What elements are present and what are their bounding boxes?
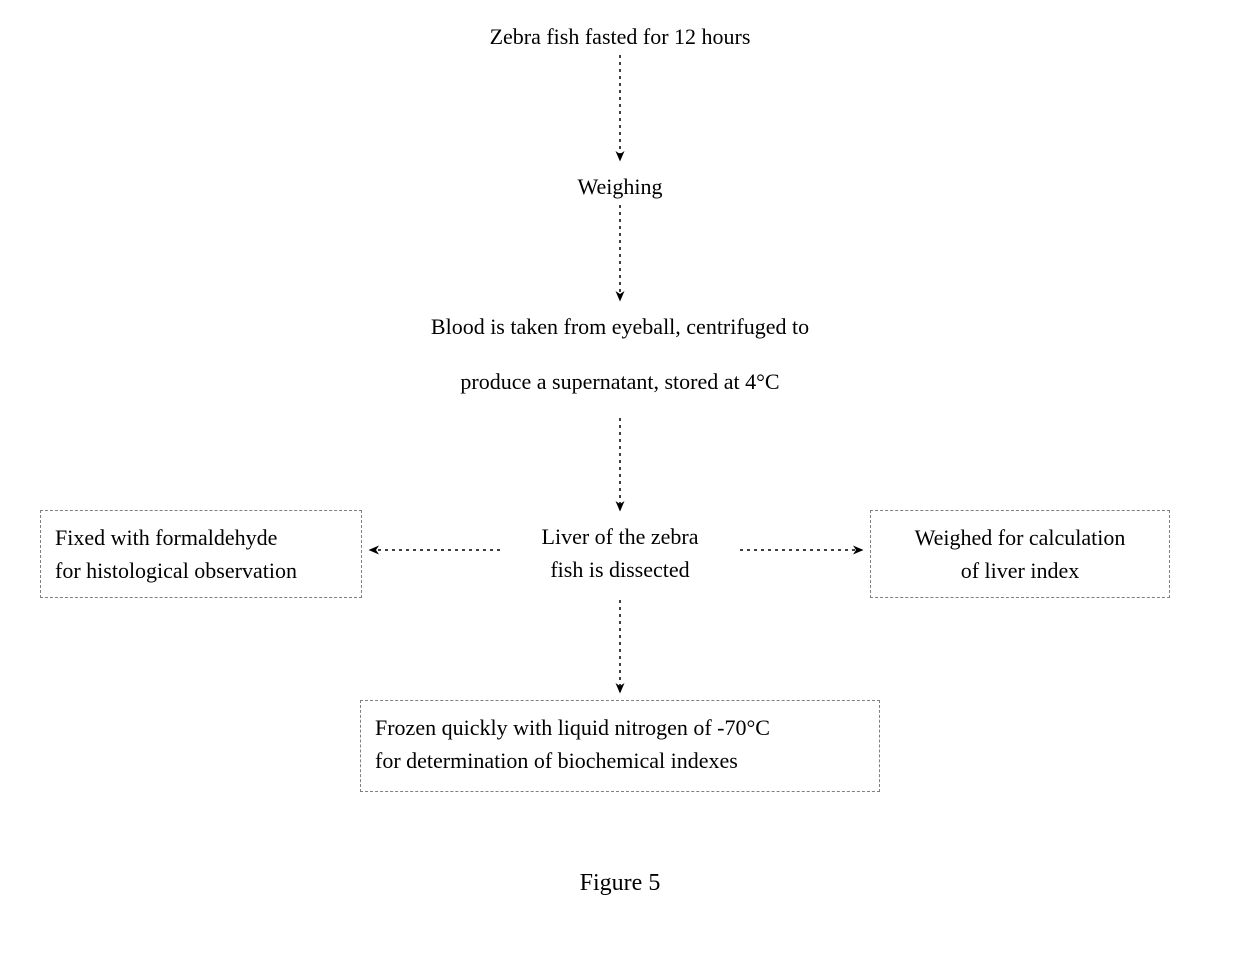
flowchart-canvas: Zebra fish fasted for 12 hours Weighing … [0,0,1240,953]
flow-step-liver-index: Weighed for calculationof liver index [870,510,1170,598]
flow-step-text: Weighing [578,174,663,199]
flow-step-frozen: Frozen quickly with liquid nitrogen of -… [360,700,880,792]
flow-arrows [0,0,1240,953]
flow-step-text: Blood is taken from eyeball, centrifuged… [393,314,847,394]
flow-step-text: Liver of the zebrafish is dissected [542,524,699,582]
flow-step-fasting: Zebra fish fasted for 12 hours [430,20,810,53]
flow-step-formaldehyde: Fixed with formaldehydefor histological … [40,510,362,598]
figure-caption-text: Figure 5 [580,870,661,896]
flow-step-text: Fixed with formaldehydefor histological … [55,525,297,583]
flow-step-liver-dissected: Liver of the zebrafish is dissected [510,520,730,590]
flow-step-text: Frozen quickly with liquid nitrogen of -… [375,715,770,773]
flow-step-weighing: Weighing [560,170,680,203]
flow-step-blood: Blood is taken from eyeball, centrifuged… [393,310,847,410]
flow-step-text: Weighed for calculationof liver index [915,525,1126,583]
flow-step-text: Zebra fish fasted for 12 hours [490,24,751,49]
figure-caption: Figure 5 [560,870,680,897]
